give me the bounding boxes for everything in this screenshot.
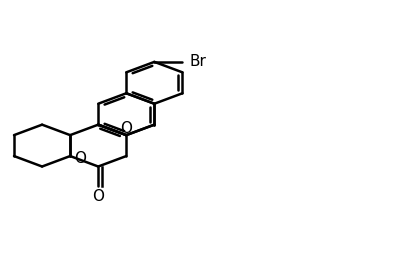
Text: Br: Br bbox=[189, 54, 206, 69]
Text: O: O bbox=[92, 189, 104, 204]
Text: O: O bbox=[74, 151, 86, 166]
Text: O: O bbox=[120, 121, 132, 136]
